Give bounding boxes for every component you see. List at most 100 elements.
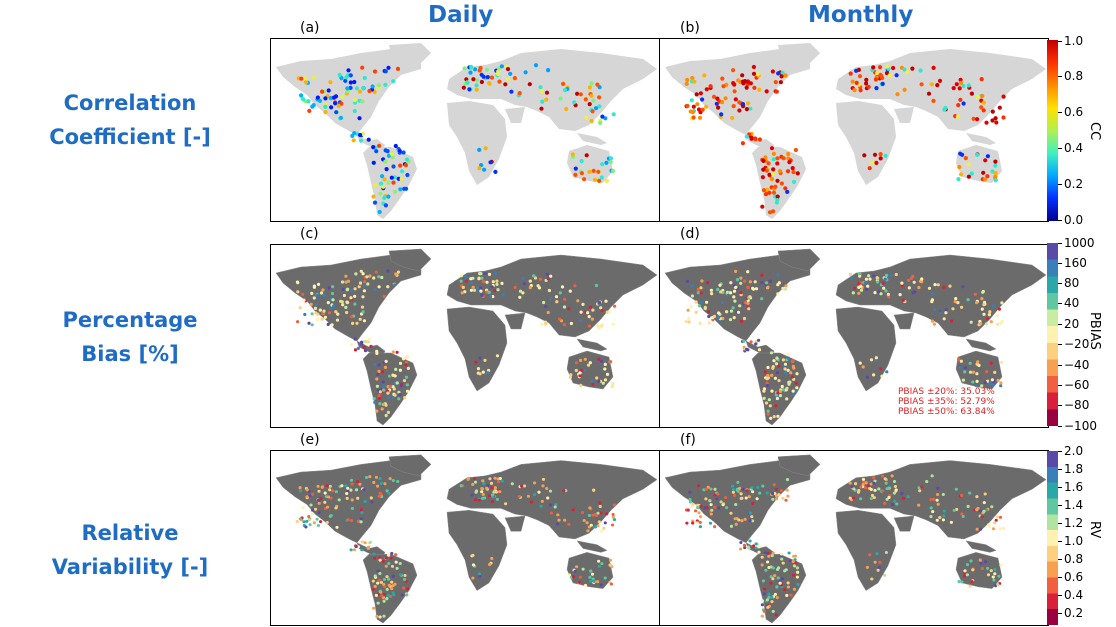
- station-point: [870, 160, 875, 165]
- station-point: [996, 322, 1000, 326]
- station-point: [382, 195, 387, 201]
- station-point: [780, 552, 784, 556]
- station-point: [735, 278, 740, 282]
- station-point: [334, 310, 338, 314]
- station-point: [980, 93, 985, 99]
- station-point: [991, 383, 995, 387]
- station-point: [982, 312, 986, 316]
- station-point: [326, 301, 330, 305]
- station-point: [471, 482, 475, 486]
- station-point: [610, 385, 614, 389]
- station-point: [296, 320, 300, 324]
- station-point: [885, 370, 889, 374]
- station-point: [764, 89, 769, 94]
- station-point: [685, 77, 690, 83]
- station-point: [459, 484, 463, 488]
- landmass-group: [664, 454, 1047, 624]
- station-point: [994, 518, 998, 522]
- station-point: [783, 73, 788, 78]
- station-point: [748, 511, 752, 515]
- station-point: [751, 286, 755, 290]
- world-map-pbias-daily: [275, 248, 658, 426]
- station-point: [587, 315, 591, 319]
- station-point: [981, 108, 986, 113]
- station-point: [558, 96, 563, 101]
- station-point: [690, 284, 694, 288]
- station-point: [343, 78, 348, 83]
- station-point: [312, 521, 316, 525]
- station-point: [597, 520, 601, 524]
- station-point: [710, 292, 714, 296]
- station-point: [327, 286, 331, 290]
- station-point: [768, 279, 772, 283]
- station-point: [944, 308, 948, 312]
- station-point: [696, 287, 700, 291]
- station-point: [359, 520, 363, 524]
- station-point: [394, 272, 398, 276]
- station-point: [562, 305, 567, 309]
- station-point: [305, 495, 309, 499]
- station-point: [960, 152, 965, 157]
- station-point: [477, 147, 482, 152]
- landmass-7: [956, 145, 1002, 183]
- station-point: [298, 306, 302, 310]
- station-point: [873, 77, 878, 82]
- station-point: [765, 491, 769, 495]
- station-point: [611, 322, 615, 326]
- station-point: [774, 362, 779, 366]
- station-point: [864, 81, 869, 86]
- station-point: [382, 384, 386, 388]
- station-point: [405, 389, 410, 393]
- station-point: [587, 102, 592, 107]
- station-point: [767, 595, 771, 599]
- station-point: [599, 359, 604, 363]
- station-point: [888, 273, 892, 277]
- station-point: [361, 310, 365, 314]
- station-point: [397, 148, 402, 153]
- row-label-rv: Relative Variability [-]: [30, 516, 230, 584]
- station-point: [353, 348, 358, 352]
- station-point: [898, 293, 902, 297]
- row-label-pbias-line1: Percentage: [62, 308, 198, 332]
- station-point: [306, 99, 311, 104]
- station-point: [761, 158, 766, 163]
- station-point: [512, 76, 517, 81]
- station-point: [859, 485, 863, 489]
- station-point: [375, 377, 379, 381]
- station-point: [775, 596, 779, 600]
- station-point: [382, 614, 386, 618]
- station-point: [891, 65, 896, 71]
- station-point: [698, 304, 702, 308]
- station-point: [372, 606, 376, 610]
- station-point: [859, 288, 864, 292]
- station-point: [716, 287, 720, 292]
- station-point: [571, 508, 575, 512]
- station-point: [741, 487, 745, 491]
- station-point: [773, 592, 777, 596]
- station-points: [684, 474, 1005, 618]
- station-points: [295, 475, 617, 619]
- station-point: [564, 106, 569, 112]
- station-point: [393, 582, 397, 586]
- station-point: [405, 172, 410, 178]
- station-point: [772, 359, 776, 363]
- station-point: [361, 272, 365, 276]
- station-point: [345, 496, 349, 500]
- cc-tick-4: 0.2: [1057, 177, 1084, 191]
- station-point: [985, 370, 989, 374]
- station-point: [570, 152, 575, 157]
- station-point: [585, 521, 589, 525]
- station-point: [331, 489, 335, 493]
- station-point: [795, 566, 799, 570]
- station-point: [694, 92, 699, 97]
- station-point: [771, 167, 776, 172]
- rv-tick-2: 1.6: [1057, 480, 1084, 494]
- station-point: [781, 358, 785, 362]
- station-point: [968, 584, 972, 588]
- station-point: [374, 149, 379, 154]
- station-point: [876, 280, 880, 284]
- station-point: [341, 303, 345, 307]
- station-point: [510, 482, 514, 486]
- station-point: [362, 284, 366, 288]
- station-point: [406, 355, 410, 359]
